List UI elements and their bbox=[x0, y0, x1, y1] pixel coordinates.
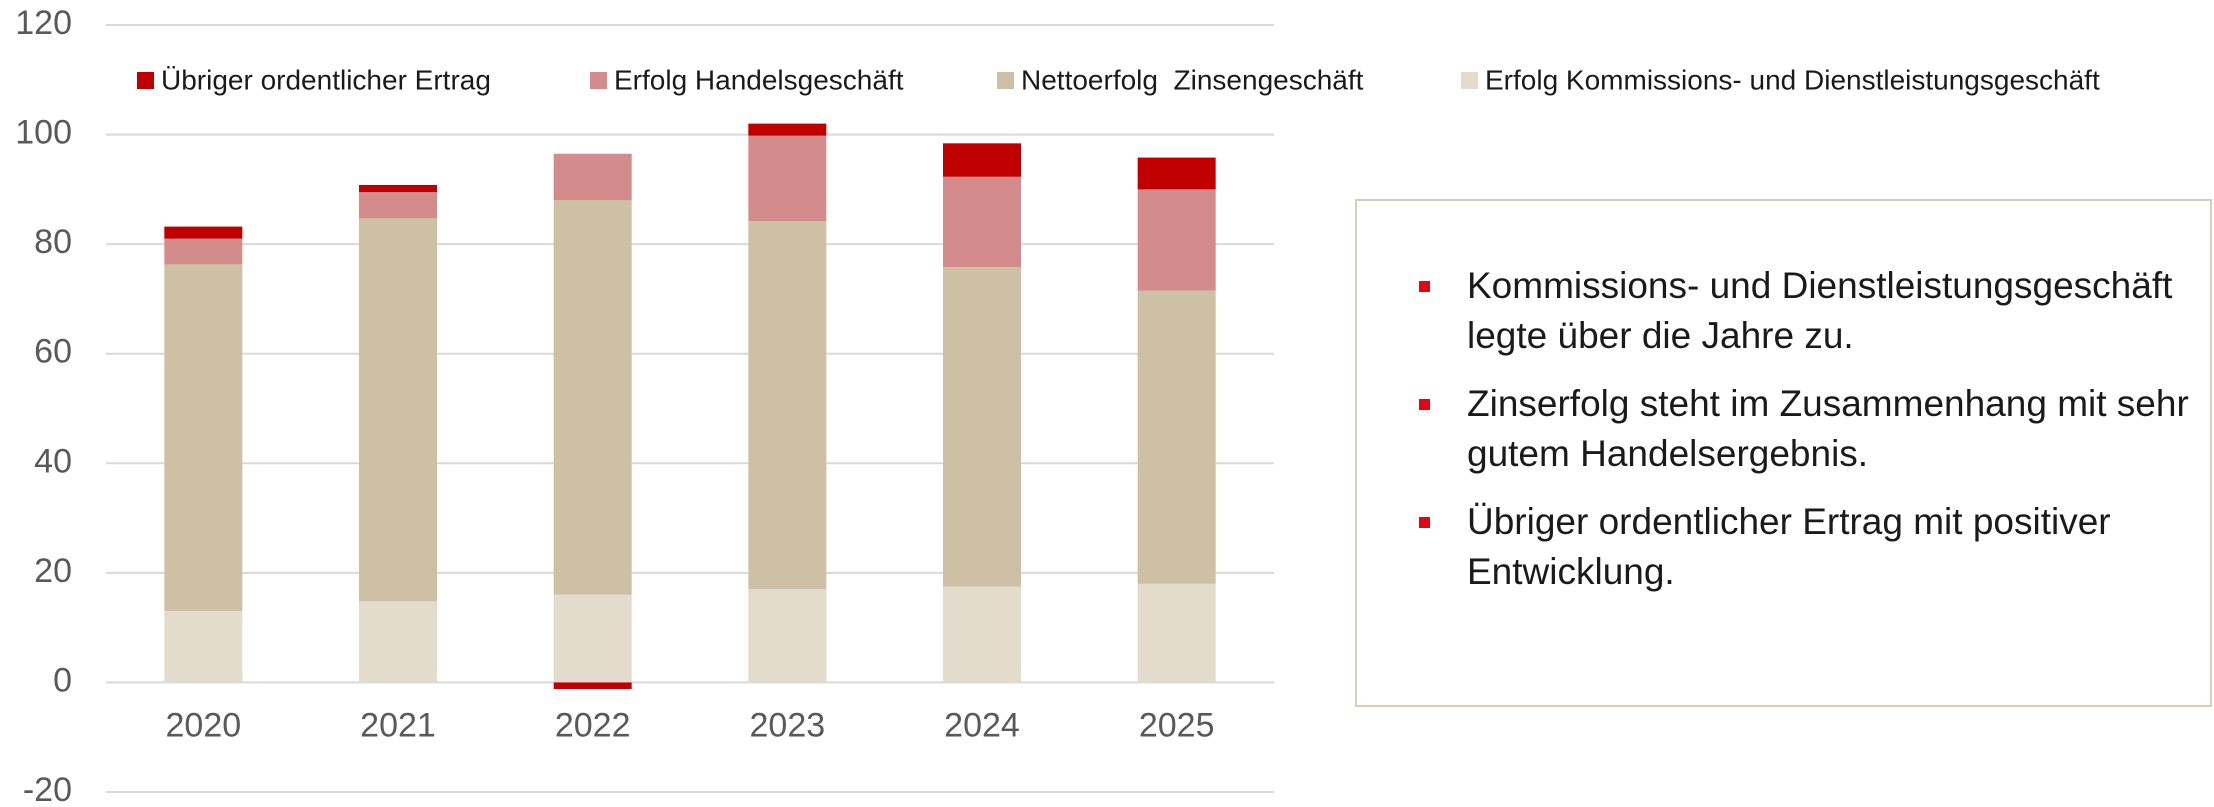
note-item: Übriger ordentlicher Ertrag mit positive… bbox=[1357, 497, 2210, 597]
x-tick-label: 2023 bbox=[750, 706, 826, 744]
bar-segment bbox=[748, 221, 827, 590]
bar-segment bbox=[1137, 189, 1216, 291]
bar-segment bbox=[164, 611, 243, 683]
bar-segment bbox=[553, 153, 632, 201]
bar-segment bbox=[748, 135, 827, 222]
legend-swatch bbox=[137, 72, 154, 89]
bar-segment bbox=[943, 143, 1021, 177]
y-tick-label: 120 bbox=[15, 4, 72, 42]
x-tick-label: 2025 bbox=[1139, 706, 1215, 744]
bar-segment bbox=[359, 218, 437, 602]
bar-segment bbox=[164, 226, 243, 239]
legend-label: Nettoerfolg Zinsengeschäft bbox=[1021, 64, 1364, 95]
bar-segment bbox=[553, 200, 632, 595]
legend-swatch bbox=[1461, 72, 1478, 89]
bar-segment bbox=[748, 123, 827, 136]
legend-swatch bbox=[997, 72, 1014, 89]
bar-segment bbox=[943, 176, 1021, 268]
y-tick-label: 20 bbox=[34, 552, 72, 590]
x-tick-label: 2020 bbox=[166, 706, 242, 744]
x-tick-label: 2021 bbox=[360, 706, 436, 744]
notes-box: Kommissions- und Dienstleistungsgeschäft… bbox=[1355, 199, 2212, 707]
y-tick-label: 80 bbox=[34, 223, 72, 261]
bar-segment bbox=[553, 682, 632, 690]
note-item: Kommissions- und Dienstleistungsgeschäft… bbox=[1357, 261, 2210, 361]
bar-segment bbox=[359, 184, 437, 193]
x-tick-label: 2022 bbox=[555, 706, 631, 744]
legend-swatch bbox=[590, 72, 607, 89]
bar-segment bbox=[164, 264, 243, 612]
bar-segment bbox=[553, 594, 632, 683]
bar-segment bbox=[1137, 290, 1216, 584]
note-item: Zinserfolg steht im Zusammenhang mit seh… bbox=[1357, 379, 2210, 479]
y-tick-label: 100 bbox=[15, 114, 72, 152]
bar-segment bbox=[359, 192, 437, 219]
legend-label: Erfolg Handelsgeschäft bbox=[614, 64, 904, 95]
bar-segment bbox=[1137, 583, 1216, 683]
legend-label: Erfolg Kommissions- und Dienstleistungsg… bbox=[1485, 64, 2100, 95]
y-tick-label: 60 bbox=[34, 333, 72, 371]
bar-segment bbox=[164, 238, 243, 265]
bar-segment bbox=[359, 601, 437, 683]
bar-segment bbox=[748, 589, 827, 683]
y-tick-label: -20 bbox=[23, 771, 72, 807]
x-tick-label: 2024 bbox=[944, 706, 1020, 744]
bar-segment bbox=[1137, 157, 1216, 190]
y-tick-label: 0 bbox=[53, 661, 72, 699]
y-tick-label: 40 bbox=[34, 442, 72, 480]
legend-label: Übriger ordentlicher Ertrag bbox=[161, 64, 491, 95]
bar-segment bbox=[943, 267, 1021, 587]
bar-segment bbox=[943, 586, 1021, 683]
